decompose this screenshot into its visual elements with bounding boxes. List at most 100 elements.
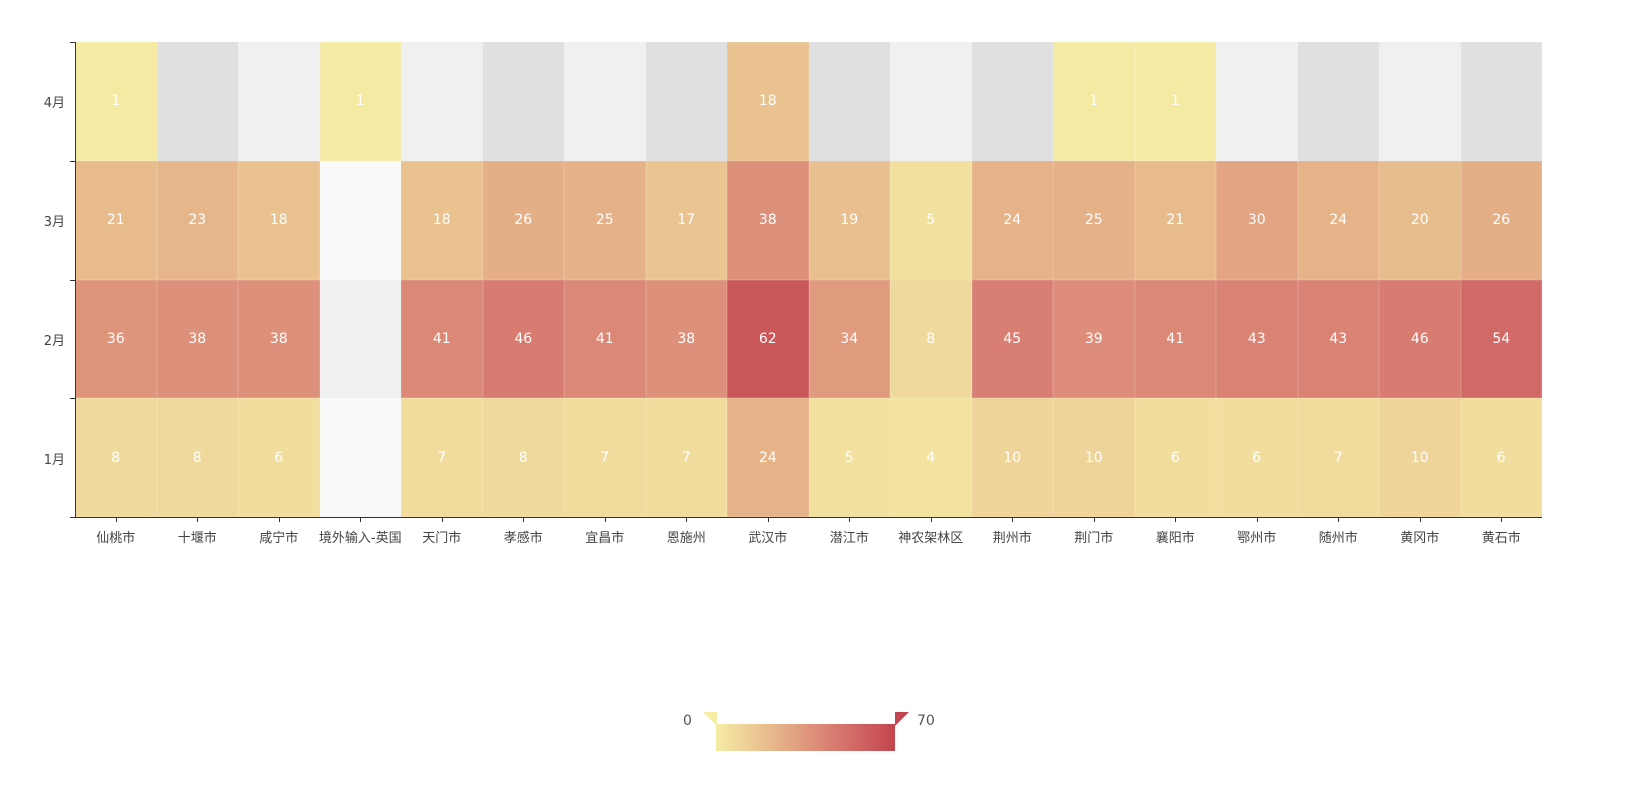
x-axis-tick [441,517,443,522]
heatmap-cell[interactable]: 10 [1053,398,1135,517]
heatmap-cell[interactable]: 20 [1379,160,1461,280]
heatmap-cell[interactable]: 36 [75,279,157,399]
visual-map-gradient-bar[interactable] [716,724,895,751]
x-axis-tick [115,517,117,522]
heatmap-cell[interactable]: 43 [1216,279,1298,399]
heatmap-cell[interactable]: 7 [564,398,646,517]
heatmap-cell[interactable] [482,42,564,161]
y-axis-tick [70,398,75,400]
heatmap-cell[interactable]: 45 [971,279,1053,399]
heatmap-cell[interactable]: 18 [238,160,320,280]
heatmap-cell[interactable] [401,42,483,161]
heatmap-cell[interactable]: 8 [156,398,238,517]
y-axis-tick [70,279,75,281]
heatmap-cell[interactable]: 62 [727,279,809,399]
heatmap-cell[interactable]: 10 [1379,398,1461,517]
x-axis-tick [1093,517,1095,522]
heatmap-cell[interactable]: 6 [1134,398,1216,517]
heatmap-cell[interactable]: 21 [75,160,157,280]
heatmap-cell[interactable]: 8 [890,279,972,399]
heatmap-cell[interactable]: 54 [1460,279,1542,399]
heatmap-cell[interactable]: 24 [727,398,809,517]
x-axis-tick [197,517,199,522]
heatmap-cell[interactable]: 24 [1297,160,1379,280]
heatmap-cell[interactable]: 41 [1134,279,1216,399]
heatmap-cell[interactable] [1216,42,1298,161]
x-axis-label: 恩施州 [666,531,706,546]
heatmap-cell[interactable]: 1 [1053,42,1135,161]
heatmap-cell[interactable] [1460,42,1542,161]
x-axis-tick [849,517,851,522]
heatmap-cell[interactable] [890,42,972,161]
x-axis-line [70,517,1542,518]
heatmap-cell[interactable]: 26 [482,160,564,280]
heatmap-cell[interactable]: 25 [1053,160,1135,280]
y-axis-label: 3月 [43,215,65,231]
x-axis-tick [1175,517,1177,522]
heatmap-cell[interactable]: 34 [808,279,890,399]
heatmap-cell[interactable]: 1 [1134,42,1216,161]
heatmap-cell[interactable]: 19 [808,160,890,280]
heatmap-cell[interactable]: 39 [1053,279,1135,399]
heatmap-cell[interactable]: 8 [482,398,564,517]
x-axis-label: 孝感市 [503,531,543,546]
heatmap-cell[interactable]: 18 [401,160,483,280]
heatmap-cell[interactable]: 10 [971,398,1053,517]
x-axis-tick [1012,517,1014,522]
heatmap-cell[interactable]: 41 [564,279,646,399]
heatmap-cell[interactable] [238,42,320,161]
heatmap-cell[interactable]: 38 [156,279,238,399]
x-axis-label: 境外输入-英国 [318,531,402,546]
heatmap-cell[interactable] [564,42,646,161]
y-axis-line [75,42,76,517]
x-axis-tick [1419,517,1421,522]
heatmap-cell[interactable]: 23 [156,160,238,280]
heatmap-cell[interactable]: 1 [75,42,157,161]
heatmap-cell[interactable]: 41 [401,279,483,399]
heatmap-cell[interactable] [1379,42,1461,161]
heatmap-cell[interactable]: 46 [482,279,564,399]
heatmap-cell[interactable]: 46 [1379,279,1461,399]
x-axis-tick [930,517,932,522]
x-axis-tick [523,517,525,522]
heatmap-cell[interactable]: 6 [1216,398,1298,517]
heatmap-cell[interactable]: 5 [808,398,890,517]
x-axis-label: 天门市 [422,531,462,546]
heatmap-cell[interactable] [645,42,727,161]
x-axis-label: 黄石市 [1481,531,1521,546]
heatmap-cell[interactable]: 6 [1460,398,1542,517]
heatmap-cell[interactable]: 38 [727,160,809,280]
heatmap-cell[interactable]: 43 [1297,279,1379,399]
heatmap-cell[interactable]: 1 [319,42,401,161]
heatmap-cell[interactable] [319,160,401,280]
heatmap-cell[interactable]: 7 [645,398,727,517]
x-axis-label: 神农架林区 [898,531,964,546]
heatmap-cell[interactable]: 30 [1216,160,1298,280]
heatmap-cell[interactable]: 4 [890,398,972,517]
heatmap-cell[interactable] [319,398,401,517]
x-axis-tick [686,517,688,522]
heatmap-cell[interactable] [1297,42,1379,161]
heatmap-cell[interactable] [319,279,401,399]
heatmap-cell[interactable]: 24 [971,160,1053,280]
heatmap-cell[interactable] [156,42,238,161]
heatmap-cell[interactable] [808,42,890,161]
y-axis-label: 1月 [43,452,65,468]
heatmap-cell[interactable]: 38 [645,279,727,399]
heatmap-cell[interactable] [971,42,1053,161]
visual-map-min-label: 0 [683,713,692,729]
heatmap-cell[interactable]: 25 [564,160,646,280]
heatmap-cell[interactable]: 6 [238,398,320,517]
heatmap-cell[interactable]: 21 [1134,160,1216,280]
heatmap-cell[interactable]: 26 [1460,160,1542,280]
heatmap-cell[interactable]: 38 [238,279,320,399]
visual-map-max-handle-icon[interactable] [895,712,909,726]
heatmap-cell[interactable]: 17 [645,160,727,280]
heatmap-cell[interactable]: 18 [727,42,809,161]
heatmap-cell[interactable]: 7 [401,398,483,517]
x-axis-label: 襄阳市 [1155,531,1195,546]
visual-map-min-handle-icon[interactable] [703,712,717,726]
heatmap-cell[interactable]: 7 [1297,398,1379,517]
heatmap-cell[interactable]: 8 [75,398,157,517]
heatmap-cell[interactable]: 5 [890,160,972,280]
